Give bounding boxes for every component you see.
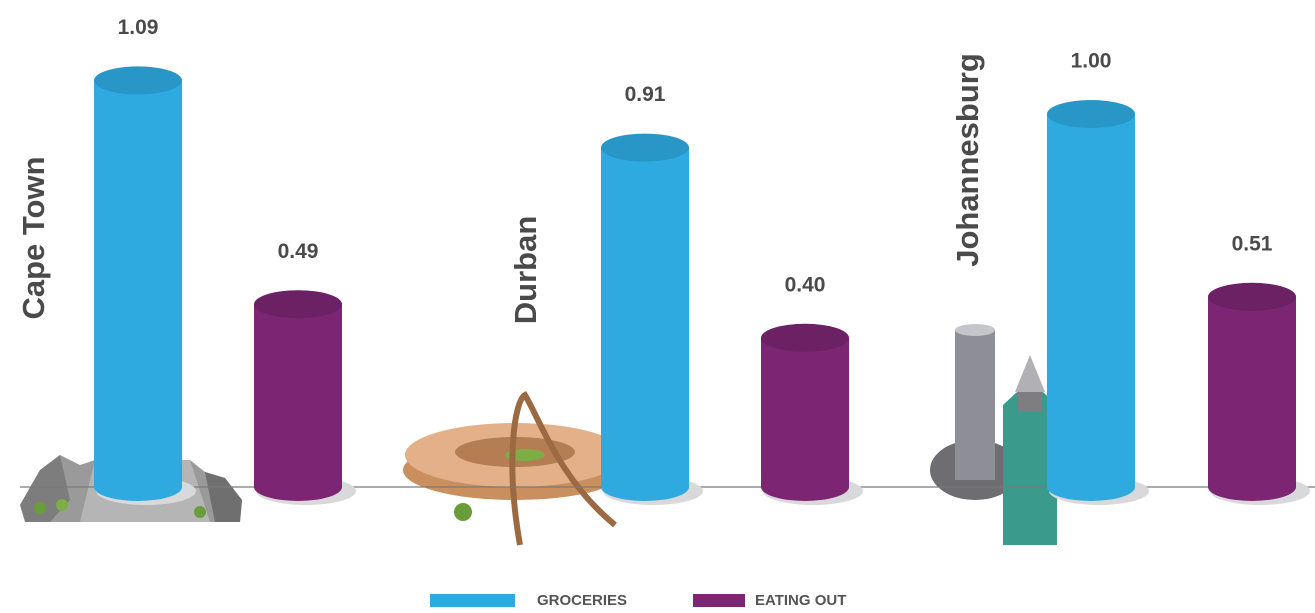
bar (94, 80, 182, 488)
bar (1047, 114, 1135, 487)
bar-top (761, 323, 849, 352)
johannesburg-towers-illustration (930, 324, 1057, 545)
bar-bottom (254, 473, 342, 501)
bar-top (94, 66, 182, 95)
bar-bottom (1047, 473, 1135, 501)
bar-bottom (761, 473, 849, 501)
bar-bottom (94, 473, 182, 501)
bar-top (1047, 100, 1135, 128)
bar (1208, 296, 1296, 487)
value-label: 0.49 (278, 240, 319, 263)
bar-bottom (1208, 473, 1296, 501)
bar-top (601, 133, 689, 162)
value-label: 0.40 (785, 273, 826, 296)
legend-swatch (430, 594, 515, 607)
legend-label: GROCERIES (537, 592, 627, 609)
value-label: 0.91 (625, 83, 666, 106)
city-label: Cape Town (16, 156, 51, 319)
bar (761, 337, 849, 487)
legend-swatch (693, 594, 745, 607)
bar (254, 304, 342, 487)
bar-bottom (601, 473, 689, 501)
stadium-illustration (403, 391, 627, 546)
value-label: 1.09 (118, 16, 159, 39)
city-label: Durban (508, 216, 543, 325)
value-label: 0.51 (1232, 232, 1273, 255)
legend-label: EATING OUT (755, 592, 846, 609)
bar (601, 147, 689, 487)
legend: GROCERIES EATING OUT (430, 592, 846, 609)
bar-top (254, 290, 342, 319)
bar-top (1208, 282, 1296, 311)
value-label: 1.00 (1071, 50, 1112, 73)
city-label: Johannesburg (950, 53, 985, 267)
